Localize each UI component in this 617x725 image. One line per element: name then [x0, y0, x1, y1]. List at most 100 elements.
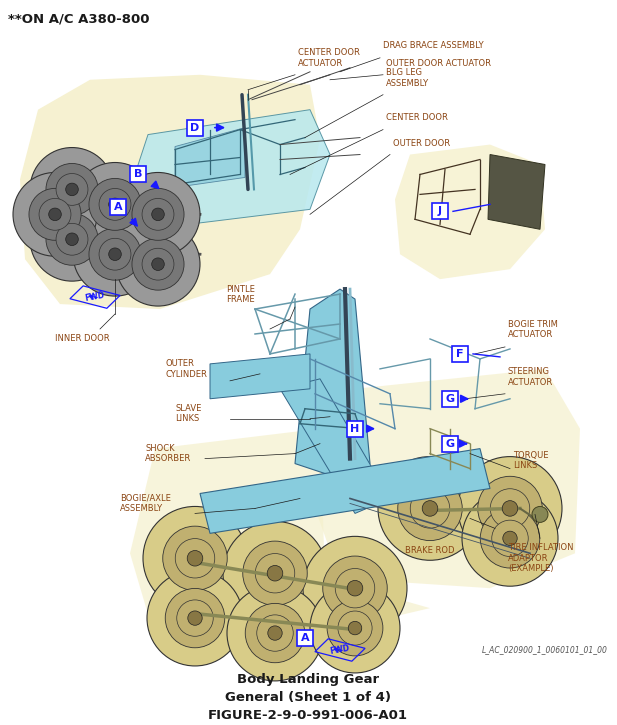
Circle shape	[462, 491, 558, 587]
FancyBboxPatch shape	[442, 391, 458, 407]
FancyBboxPatch shape	[110, 199, 126, 215]
Circle shape	[152, 208, 164, 220]
Circle shape	[335, 568, 375, 608]
Circle shape	[502, 501, 518, 516]
Circle shape	[152, 258, 164, 270]
Circle shape	[188, 611, 202, 625]
Circle shape	[147, 571, 243, 666]
FancyBboxPatch shape	[452, 346, 468, 362]
Circle shape	[132, 188, 184, 240]
Circle shape	[227, 585, 323, 681]
Circle shape	[268, 626, 282, 640]
Circle shape	[46, 213, 98, 265]
Circle shape	[142, 199, 174, 231]
Polygon shape	[200, 449, 490, 534]
Circle shape	[46, 163, 98, 215]
Circle shape	[132, 239, 184, 290]
Circle shape	[65, 233, 78, 246]
Text: STEERING
ACTUATOR: STEERING ACTUATOR	[508, 368, 553, 387]
Circle shape	[245, 603, 305, 663]
Circle shape	[327, 600, 383, 656]
Text: **ON A/C A380-800: **ON A/C A380-800	[8, 13, 149, 26]
Text: CENTER DOOR: CENTER DOOR	[386, 112, 448, 122]
Polygon shape	[488, 154, 545, 229]
Polygon shape	[280, 379, 390, 513]
Circle shape	[458, 457, 562, 560]
Polygon shape	[130, 428, 430, 648]
Text: A: A	[114, 202, 122, 212]
Circle shape	[187, 550, 203, 566]
Circle shape	[65, 183, 78, 196]
Text: PINTLE
FRAME: PINTLE FRAME	[226, 285, 255, 304]
FancyBboxPatch shape	[187, 120, 203, 136]
Circle shape	[109, 248, 122, 260]
FancyBboxPatch shape	[297, 630, 313, 646]
Text: SLAVE
LINKS: SLAVE LINKS	[175, 404, 201, 423]
Text: INNER DOOR: INNER DOOR	[55, 334, 110, 343]
Circle shape	[116, 223, 200, 306]
Circle shape	[73, 162, 157, 246]
Text: A: A	[300, 633, 309, 643]
Circle shape	[410, 489, 450, 528]
Circle shape	[242, 541, 307, 605]
Circle shape	[532, 507, 548, 523]
FancyBboxPatch shape	[130, 167, 146, 183]
Polygon shape	[315, 369, 580, 588]
Circle shape	[13, 173, 97, 256]
Circle shape	[39, 199, 71, 231]
Text: General (Sheet 1 of 4): General (Sheet 1 of 4)	[225, 691, 391, 704]
Circle shape	[73, 212, 157, 296]
Circle shape	[163, 526, 227, 590]
Text: J: J	[438, 207, 442, 216]
Polygon shape	[395, 144, 545, 279]
Circle shape	[56, 173, 88, 205]
Circle shape	[30, 148, 114, 231]
Circle shape	[255, 554, 295, 593]
Circle shape	[257, 615, 293, 651]
Circle shape	[49, 208, 61, 220]
Text: TIRE INFLATION
ADAPTOR
(EXAMPLE): TIRE INFLATION ADAPTOR (EXAMPLE)	[508, 543, 573, 573]
Text: FWD: FWD	[329, 644, 350, 656]
Polygon shape	[175, 128, 245, 188]
Text: OUTER DOOR: OUTER DOOR	[393, 138, 450, 148]
Circle shape	[338, 611, 372, 645]
Text: CENTER DOOR
ACTUATOR: CENTER DOOR ACTUATOR	[298, 49, 360, 68]
Circle shape	[143, 507, 247, 610]
FancyBboxPatch shape	[442, 436, 458, 452]
Text: DRAG BRACE ASSEMBLY: DRAG BRACE ASSEMBLY	[383, 41, 484, 50]
Text: D: D	[191, 123, 200, 133]
Polygon shape	[210, 354, 310, 399]
Text: FWD: FWD	[85, 291, 106, 303]
Text: OUTER
CYLINDER: OUTER CYLINDER	[165, 359, 207, 378]
Text: BRAKE ROD: BRAKE ROD	[405, 547, 455, 555]
Text: BOGIE/AXLE
ASSEMBLY: BOGIE/AXLE ASSEMBLY	[120, 494, 171, 513]
Circle shape	[165, 589, 225, 647]
Circle shape	[480, 509, 540, 568]
Polygon shape	[130, 109, 330, 229]
Text: G: G	[445, 439, 455, 449]
FancyBboxPatch shape	[432, 204, 448, 220]
Text: Body Landing Gear: Body Landing Gear	[237, 673, 379, 686]
Circle shape	[116, 173, 200, 256]
Circle shape	[223, 521, 327, 625]
Circle shape	[323, 556, 387, 621]
Circle shape	[89, 228, 141, 280]
Text: G: G	[445, 394, 455, 404]
Text: BLG LEG
ASSEMBLY: BLG LEG ASSEMBLY	[386, 68, 429, 88]
Circle shape	[310, 583, 400, 673]
Circle shape	[99, 188, 131, 220]
Text: OUTER DOOR ACTUATOR: OUTER DOOR ACTUATOR	[386, 59, 491, 68]
Circle shape	[99, 239, 131, 270]
Circle shape	[176, 600, 213, 637]
Text: H: H	[350, 423, 360, 434]
Circle shape	[478, 476, 542, 541]
Circle shape	[491, 489, 530, 528]
Text: TORQUE
LINKS: TORQUE LINKS	[513, 451, 549, 471]
Polygon shape	[295, 289, 370, 478]
Text: L_AC_020900_1_0060101_01_00: L_AC_020900_1_0060101_01_00	[482, 645, 608, 654]
Text: SHOCK
ABSORBER: SHOCK ABSORBER	[145, 444, 191, 463]
Circle shape	[503, 531, 517, 545]
Circle shape	[492, 520, 528, 557]
Text: BOGIE TRIM
ACTUATOR: BOGIE TRIM ACTUATOR	[508, 320, 558, 339]
Circle shape	[398, 476, 462, 541]
